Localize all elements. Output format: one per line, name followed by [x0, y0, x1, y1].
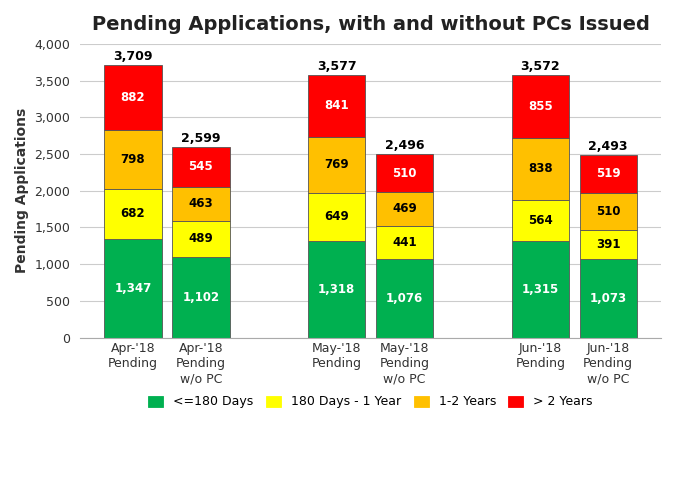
Text: 841: 841 — [324, 99, 349, 112]
Text: 3,709: 3,709 — [113, 50, 153, 64]
Text: 2,496: 2,496 — [385, 140, 425, 152]
Text: 882: 882 — [120, 91, 145, 104]
Text: 769: 769 — [324, 158, 349, 172]
Text: 798: 798 — [120, 153, 145, 166]
Bar — [512, 138, 569, 200]
Bar — [308, 75, 365, 137]
Bar — [579, 154, 637, 193]
Text: 682: 682 — [120, 207, 145, 220]
Bar — [104, 65, 162, 130]
Text: 564: 564 — [528, 214, 553, 227]
Title: Pending Applications, with and without PCs Issued: Pending Applications, with and without P… — [92, 15, 650, 34]
Bar — [579, 230, 637, 259]
Bar — [376, 154, 433, 192]
Text: 1,073: 1,073 — [589, 292, 627, 304]
Text: 2,599: 2,599 — [181, 132, 220, 145]
Text: 391: 391 — [596, 238, 621, 251]
Text: 1,347: 1,347 — [114, 282, 151, 294]
Bar — [172, 187, 230, 221]
Text: 489: 489 — [189, 232, 213, 245]
Bar — [172, 221, 230, 257]
Text: 463: 463 — [189, 197, 213, 210]
Text: 1,315: 1,315 — [522, 283, 559, 296]
Bar — [172, 147, 230, 187]
Text: 1,102: 1,102 — [183, 291, 220, 304]
Text: 510: 510 — [392, 166, 417, 180]
Text: 441: 441 — [392, 236, 417, 249]
Text: 519: 519 — [596, 167, 621, 180]
Bar — [376, 226, 433, 259]
Bar — [376, 192, 433, 226]
Bar — [104, 189, 162, 239]
Bar — [376, 259, 433, 337]
Bar — [512, 76, 569, 138]
Bar — [308, 137, 365, 193]
Text: 1,076: 1,076 — [386, 292, 423, 304]
Text: 469: 469 — [392, 203, 417, 216]
Bar — [308, 193, 365, 241]
Bar — [104, 239, 162, 337]
Text: 510: 510 — [596, 205, 621, 218]
Bar — [579, 193, 637, 230]
Text: 855: 855 — [528, 100, 553, 113]
Legend: <=180 Days, 180 Days - 1 Year, 1-2 Years, > 2 Years: <=180 Days, 180 Days - 1 Year, 1-2 Years… — [143, 391, 598, 413]
Bar — [512, 200, 569, 241]
Y-axis label: Pending Applications: Pending Applications — [15, 108, 29, 273]
Bar — [579, 259, 637, 337]
Text: 3,577: 3,577 — [317, 60, 356, 73]
Bar — [172, 257, 230, 337]
Text: 2,493: 2,493 — [588, 140, 628, 152]
Text: 1,318: 1,318 — [318, 282, 356, 295]
Bar — [512, 241, 569, 337]
Bar — [308, 241, 365, 337]
Bar — [104, 130, 162, 189]
Text: 838: 838 — [528, 163, 552, 175]
Text: 3,572: 3,572 — [521, 61, 560, 74]
Text: 545: 545 — [189, 160, 213, 173]
Text: 649: 649 — [324, 210, 349, 223]
